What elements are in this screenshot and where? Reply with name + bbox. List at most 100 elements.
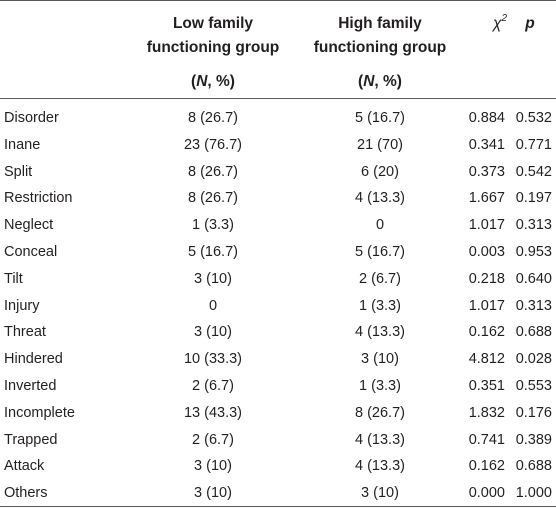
cell-p-value: 0.389 <box>515 431 552 448</box>
cell-high-group: 4 (13.3) <box>355 458 405 475</box>
cell-low-group: 3 (10) <box>194 485 232 502</box>
cell-low-group: 2 (6.7) <box>192 431 234 448</box>
row-label: Threat <box>4 324 46 341</box>
table-body: Disorder 8 (26.7) 5 (16.7) 0.884 0.532 Inane 2… <box>0 105 556 507</box>
cell-high-group: 2 (6.7) <box>359 270 401 287</box>
table-row: Others 3 (10) 3 (10) 0.000 1.000 <box>0 480 556 507</box>
cell-low-group: 5 (16.7) <box>188 243 238 260</box>
row-label: Hindered <box>4 351 63 368</box>
cell-high-group: 5 (16.7) <box>355 243 405 260</box>
cell-p-value: 0.176 <box>515 404 552 421</box>
cell-low-group: 13 (43.3) <box>183 404 243 421</box>
row-label: Incomplete <box>4 404 75 421</box>
row-label: Split <box>4 163 33 180</box>
cell-high-group: 5 (16.7) <box>355 110 405 126</box>
table-row: Hindered 10 (33.3) 3 (10) 4.812 0.028 <box>0 346 556 373</box>
row-label: Conceal <box>4 243 58 260</box>
row-label: Disorder <box>4 110 59 126</box>
cell-chi-square: 0.000 <box>468 485 505 502</box>
table-row: Neglect 1 (3.3) 0 1.017 0.313 <box>0 212 556 239</box>
row-label: Others <box>4 485 48 502</box>
cell-chi-square: 1.017 <box>468 217 505 234</box>
cell-low-group: 3 (10) <box>194 458 232 475</box>
cell-p-value: 0.553 <box>515 377 552 394</box>
row-label: Restriction <box>4 190 73 207</box>
row-label: Tilt <box>4 270 23 287</box>
header-high-family-group: High family functioning group (N, %) <box>270 12 490 94</box>
table-row: Inverted 2 (6.7) 1 (3.3) 0.351 0.553 <box>0 373 556 400</box>
cell-high-group: 6 (20) <box>361 163 399 180</box>
cell-low-group: 8 (26.7) <box>188 163 238 180</box>
cell-p-value: 0.688 <box>515 324 552 341</box>
cell-high-group: 3 (10) <box>361 351 399 368</box>
header-low-subtitle: (N, %) <box>191 73 235 90</box>
header-high-line2: functioning group <box>313 39 447 56</box>
cell-high-group: 3 (10) <box>361 485 399 502</box>
cell-chi-square: 1.832 <box>468 404 505 421</box>
cell-high-group: 4 (13.3) <box>355 324 405 341</box>
cell-chi-square: 1.667 <box>468 190 505 207</box>
cell-high-group: 1 (3.3) <box>359 297 401 314</box>
cell-low-group: 3 (10) <box>194 270 232 287</box>
cell-low-group: 8 (26.7) <box>188 190 238 207</box>
cell-chi-square: 0.341 <box>468 136 505 153</box>
table-bottom-rule <box>0 506 556 507</box>
cell-chi-square: 1.017 <box>468 297 505 314</box>
cell-p-value: 0.688 <box>515 458 552 475</box>
table-row: Split 8 (26.7) 6 (20) 0.373 0.542 <box>0 159 556 186</box>
cell-p-value: 0.313 <box>515 217 552 234</box>
cell-low-group: 0 <box>208 297 218 314</box>
row-label: Attack <box>4 458 45 475</box>
header-high-line1: High family <box>338 15 422 32</box>
table-row: Conceal 5 (16.7) 5 (16.7) 0.003 0.953 <box>0 239 556 266</box>
header-p-value: p <box>525 15 535 32</box>
cell-chi-square: 0.351 <box>468 377 505 394</box>
cell-p-value: 0.542 <box>515 163 552 180</box>
header-high-subtitle: (N, %) <box>358 73 402 90</box>
cell-high-group: 8 (26.7) <box>355 404 405 421</box>
cell-p-value: 0.532 <box>515 110 552 126</box>
table-row: Injury 0 1 (3.3) 1.017 0.313 <box>0 293 556 320</box>
cell-p-value: 0.640 <box>515 270 552 287</box>
row-label: Trapped <box>4 431 58 448</box>
cell-p-value: 1.000 <box>515 485 552 502</box>
table-row: Disorder 8 (26.7) 5 (16.7) 0.884 0.532 <box>0 105 556 132</box>
cell-chi-square: 4.812 <box>468 351 505 368</box>
cell-chi-square: 0.003 <box>468 243 505 260</box>
header-chi-square: χ2 <box>492 13 508 33</box>
cell-low-group: 1 (3.3) <box>192 217 234 234</box>
header-low-line1: Low family <box>172 15 254 32</box>
header-low-family-group: Low family functioning group (N, %) <box>103 12 323 94</box>
cell-p-value: 0.028 <box>515 351 552 368</box>
table-row: Restriction 8 (26.7) 4 (13.3) 1.667 0.197 <box>0 185 556 212</box>
cell-chi-square: 0.162 <box>468 324 505 341</box>
cell-chi-square: 0.884 <box>468 110 505 126</box>
cell-low-group: 8 (26.7) <box>188 110 238 126</box>
table-row: Tilt 3 (10) 2 (6.7) 0.218 0.640 <box>0 266 556 293</box>
cell-high-group: 21 (70) <box>357 136 403 153</box>
cell-p-value: 0.313 <box>515 297 552 314</box>
table-row: Attack 3 (10) 4 (13.3) 0.162 0.688 <box>0 453 556 480</box>
cell-high-group: 4 (13.3) <box>355 431 405 448</box>
row-label: Injury <box>4 297 40 314</box>
table-row: Incomplete 13 (43.3) 8 (26.7) 1.832 0.176 <box>0 400 556 427</box>
table-top-rule <box>0 0 556 1</box>
cell-p-value: 0.197 <box>515 190 552 207</box>
table-row: Inane 23 (76.7) 21 (70) 0.341 0.771 <box>0 132 556 159</box>
cell-high-group: 0 <box>375 217 385 234</box>
table-row: Trapped 2 (6.7) 4 (13.3) 0.741 0.389 <box>0 427 556 454</box>
cell-low-group: 23 (76.7) <box>183 136 243 153</box>
header-low-line2: functioning group <box>146 39 280 56</box>
cell-chi-square: 0.373 <box>468 163 505 180</box>
cell-high-group: 4 (13.3) <box>355 190 405 207</box>
cell-p-value: 0.771 <box>515 136 552 153</box>
row-label: Inverted <box>4 377 57 394</box>
cell-chi-square: 0.162 <box>468 458 505 475</box>
table-row: Threat 3 (10) 4 (13.3) 0.162 0.688 <box>0 319 556 346</box>
cell-low-group: 10 (33.3) <box>183 351 243 368</box>
cell-chi-square: 0.741 <box>468 431 505 448</box>
cell-chi-square: 0.218 <box>468 270 505 287</box>
row-label: Inane <box>4 136 41 153</box>
row-label: Neglect <box>4 217 54 234</box>
